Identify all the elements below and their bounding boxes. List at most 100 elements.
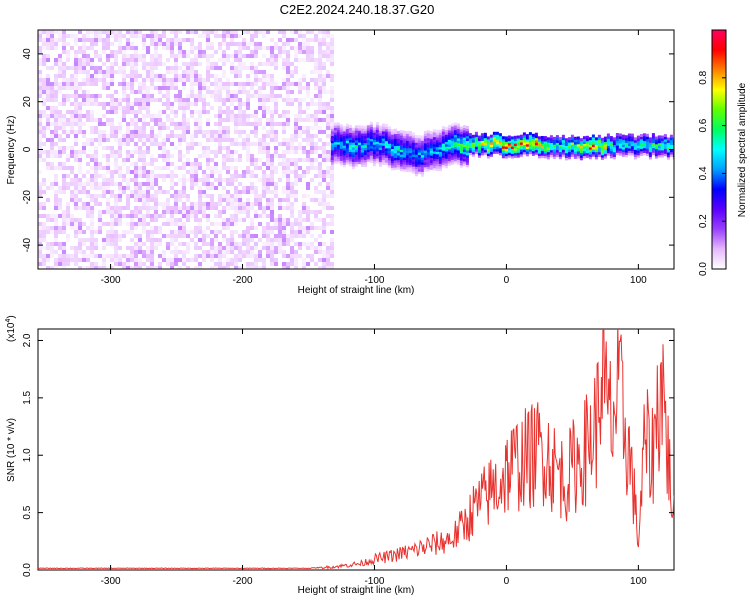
spectrogram-cell [42, 254, 46, 258]
spectrogram-cell [110, 70, 114, 74]
spectrogram-cell [110, 190, 114, 194]
spectrogram-cell [290, 146, 294, 150]
spectrogram-cell [501, 150, 505, 154]
spectrogram-cell [369, 126, 373, 130]
spectrogram-cell [254, 262, 258, 266]
spectrogram-cell [74, 154, 78, 158]
spectrogram-cell [510, 155, 514, 159]
spectrogram-cell [342, 140, 346, 144]
spectrogram-cell [483, 132, 487, 136]
spectrogram-cell [206, 138, 210, 142]
spectrogram-cell [122, 190, 126, 194]
spectrogram-cell [486, 148, 490, 152]
spectrogram-cell [94, 78, 98, 82]
spectrogram-cell [118, 174, 122, 178]
spectrogram-cell [246, 186, 250, 190]
spectrogram-cell [82, 174, 86, 178]
spectrogram-cell [351, 134, 355, 138]
spectrogram-cell [162, 46, 166, 50]
spectrogram-cell [210, 246, 214, 250]
spectrogram-cell [46, 230, 50, 234]
spectrogram-cell [322, 110, 326, 114]
spectrogram-cell [102, 266, 106, 269]
spectrogram-cell [58, 86, 62, 90]
spectrogram-cell [507, 147, 511, 151]
spectrogram-cell [170, 178, 174, 182]
spectrogram-cell [444, 150, 448, 154]
spectrogram-cell [438, 158, 442, 162]
spectrogram-cell [387, 135, 391, 139]
spectrogram-cell [174, 110, 178, 114]
spectrogram-cell [158, 174, 162, 178]
spectrogram-cell [302, 206, 306, 210]
spectrogram-cell [298, 98, 302, 102]
spectrogram-cell [306, 130, 310, 134]
spectrogram-cell [363, 125, 367, 129]
spectrogram-cell [618, 133, 622, 137]
spectrogram-cell [423, 130, 427, 134]
spectrogram-cell [573, 148, 577, 152]
spectrogram-cell [150, 234, 154, 238]
spectrogram-cell [206, 234, 210, 238]
spectrogram-cell [290, 254, 294, 258]
spectrogram-cell [450, 147, 454, 151]
spectrogram-cell [495, 134, 499, 138]
spectrogram-cell [230, 54, 234, 58]
spectrogram-cell [645, 143, 649, 147]
spectrogram-cell [360, 135, 364, 139]
spectrogram-cell [326, 114, 330, 118]
spectrogram-cell [522, 142, 526, 145]
spectrogram-cell [154, 194, 158, 198]
spectrogram-cell [274, 146, 278, 150]
spectrogram-cell [552, 136, 556, 140]
spectrogram-cell [651, 140, 655, 144]
spectrogram-cell [98, 174, 102, 178]
spectrogram-cell [294, 126, 298, 130]
spectrogram-cell [210, 94, 214, 98]
spectrogram-cell [58, 66, 62, 70]
spectrogram-cell [396, 157, 400, 161]
spectrogram-cell [262, 138, 266, 142]
spectrogram-cell [122, 254, 126, 258]
spectrogram-cell [82, 90, 86, 94]
spectrogram-cell [342, 154, 346, 158]
spectrogram-cell [90, 78, 94, 82]
spectrogram-cell [46, 86, 50, 90]
spectrogram-cell [94, 138, 98, 142]
spectrogram-cell [82, 190, 86, 194]
spectrogram-cell [94, 82, 98, 86]
spectrogram-cell [186, 122, 190, 126]
spectrogram-cell [573, 139, 577, 143]
spectrogram-cell [126, 198, 130, 202]
spectrogram-cell [206, 38, 210, 42]
spectrogram-cell [230, 218, 234, 222]
spectrogram-cell [540, 143, 544, 147]
spectrogram-cell [501, 155, 505, 159]
spectrogram-cell [621, 153, 625, 157]
spectrogram-cell [186, 126, 190, 130]
spectrogram-cell [42, 38, 46, 42]
spectrogram-cell [588, 137, 592, 141]
spectrogram-cell [94, 170, 98, 174]
spectrogram-cell [166, 90, 170, 94]
spectrogram-cell [146, 50, 150, 54]
spectrogram-cell [306, 186, 310, 190]
spectrogram-cell [122, 214, 126, 218]
spectrogram-cell [178, 142, 182, 146]
spectrogram-cell [118, 126, 122, 130]
spectrogram-cell [342, 142, 346, 146]
spectrogram-cell [546, 142, 550, 146]
spectrogram-cell [130, 218, 134, 222]
spectrogram-cell [534, 132, 538, 136]
spectrogram-cell [198, 190, 202, 194]
spectrogram-cell [226, 250, 230, 254]
spectrogram-cell [495, 146, 499, 150]
spectrogram-cell [94, 166, 98, 170]
spectrogram-cell [86, 190, 90, 194]
spectrogram-cell [86, 266, 90, 269]
spectrogram-cell [369, 124, 373, 128]
spectrogram-cell [278, 178, 282, 182]
spectrogram-cell [438, 129, 442, 133]
spectrogram-cell [66, 82, 70, 86]
spectrogram-cell [381, 123, 385, 127]
